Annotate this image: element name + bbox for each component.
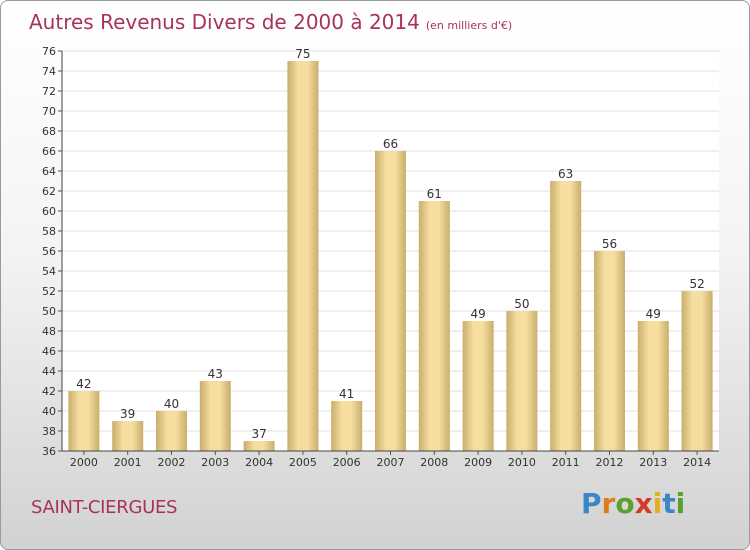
x-tick-label: 2001 bbox=[114, 456, 142, 469]
y-tick-label: 62 bbox=[42, 185, 56, 198]
bar bbox=[375, 151, 406, 451]
y-tick-label: 56 bbox=[42, 245, 56, 258]
x-tick-label: 2006 bbox=[333, 456, 361, 469]
bar-value-label: 66 bbox=[383, 137, 398, 151]
bar bbox=[594, 251, 625, 451]
chart-title-text: Autres Revenus Divers de 2000 à 2014 bbox=[29, 10, 420, 34]
bar-value-label: 49 bbox=[470, 307, 485, 321]
y-tick-label: 76 bbox=[42, 45, 56, 58]
x-tick-label: 2014 bbox=[683, 456, 711, 469]
y-tick-label: 52 bbox=[42, 285, 56, 298]
bar-value-label: 49 bbox=[646, 307, 661, 321]
x-tick-label: 2013 bbox=[639, 456, 667, 469]
proxiti-logo: Proxiti bbox=[581, 487, 686, 520]
bar bbox=[287, 61, 319, 451]
bar-value-label: 63 bbox=[558, 167, 573, 181]
bar bbox=[243, 441, 275, 451]
x-tick-label: 2003 bbox=[201, 456, 229, 469]
bar-value-label: 42 bbox=[76, 377, 91, 391]
bar-value-label: 52 bbox=[689, 277, 704, 291]
y-tick-label: 50 bbox=[42, 305, 56, 318]
chart-title: Autres Revenus Divers de 2000 à 2014 (en … bbox=[29, 10, 512, 34]
bar-value-label: 50 bbox=[514, 297, 529, 311]
y-tick-label: 74 bbox=[42, 65, 56, 78]
bar-value-label: 37 bbox=[251, 427, 266, 441]
x-tick-label: 2008 bbox=[420, 456, 448, 469]
bar bbox=[462, 321, 494, 451]
x-tick-label: 2007 bbox=[377, 456, 405, 469]
bar bbox=[331, 401, 363, 451]
bar-value-label: 56 bbox=[602, 237, 617, 251]
y-tick-label: 64 bbox=[42, 165, 56, 178]
y-tick-label: 40 bbox=[42, 405, 56, 418]
bar bbox=[550, 181, 582, 451]
y-tick-label: 58 bbox=[42, 225, 56, 238]
commune-name: SAINT-CIERGUES bbox=[31, 497, 178, 518]
y-tick-label: 44 bbox=[42, 365, 56, 378]
x-tick-label: 2005 bbox=[289, 456, 317, 469]
y-tick-label: 46 bbox=[42, 345, 56, 358]
bar bbox=[112, 421, 144, 451]
y-tick-label: 68 bbox=[42, 125, 56, 138]
y-tick-label: 54 bbox=[42, 265, 56, 278]
bar bbox=[156, 411, 187, 451]
x-tick-label: 2012 bbox=[596, 456, 624, 469]
chart-unit: (en milliers d'€) bbox=[425, 19, 513, 32]
y-tick-label: 38 bbox=[42, 425, 56, 438]
y-tick-label: 60 bbox=[42, 205, 56, 218]
bar bbox=[418, 201, 450, 451]
bar-value-label: 61 bbox=[427, 187, 442, 201]
x-tick-label: 2000 bbox=[70, 456, 98, 469]
bar-value-label: 41 bbox=[339, 387, 354, 401]
y-tick-label: 48 bbox=[42, 325, 56, 338]
x-tick-label: 2011 bbox=[552, 456, 580, 469]
x-tick-label: 2002 bbox=[158, 456, 186, 469]
x-tick-label: 2004 bbox=[245, 456, 273, 469]
bar-value-label: 43 bbox=[208, 367, 223, 381]
y-tick-label: 42 bbox=[42, 385, 56, 398]
x-tick-label: 2010 bbox=[508, 456, 536, 469]
y-tick-label: 70 bbox=[42, 105, 56, 118]
bar bbox=[199, 381, 231, 451]
bar-value-label: 40 bbox=[164, 397, 179, 411]
bar bbox=[68, 391, 100, 451]
bar-value-label: 39 bbox=[120, 407, 135, 421]
y-tick-label: 72 bbox=[42, 85, 56, 98]
x-tick-label: 2009 bbox=[464, 456, 492, 469]
bar-value-label: 75 bbox=[295, 47, 310, 61]
bar bbox=[506, 311, 538, 451]
y-tick-label: 36 bbox=[42, 445, 56, 458]
y-tick-label: 66 bbox=[42, 145, 56, 158]
bar bbox=[637, 321, 669, 451]
bar bbox=[681, 291, 713, 451]
